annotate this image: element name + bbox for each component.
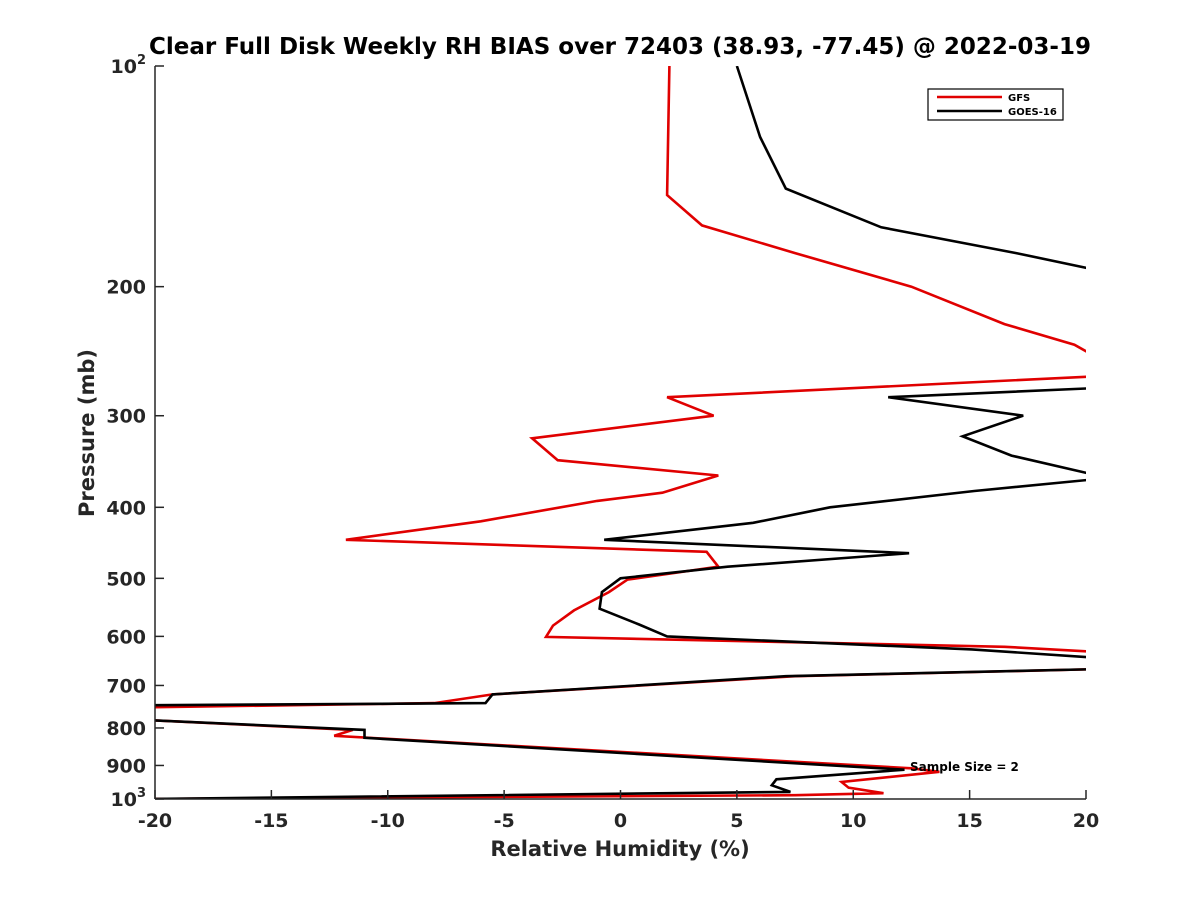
legend-label: GOES-16 — [1008, 107, 1057, 118]
legend-label: GFS — [1008, 93, 1030, 104]
y-tick-label: 700 — [106, 675, 146, 697]
y-tick-label: 600 — [106, 626, 146, 648]
legend: GFS GOES-16 — [927, 88, 1064, 121]
x-tick-label: 5 — [730, 810, 743, 832]
y-tick-label-base: 10 — [111, 789, 137, 811]
y-tick-label: 103 — [111, 786, 147, 811]
x-axis-label: Relative Humidity (%) — [490, 837, 749, 861]
x-tick-label: 20 — [1073, 810, 1099, 832]
y-tick-label-exponent: 3 — [137, 786, 146, 801]
y-axis-label: Pressure (mb) — [75, 349, 99, 517]
y-tick-label: 400 — [106, 497, 146, 519]
y-tick-label: 300 — [106, 406, 146, 428]
y-tick-label-base: 10 — [111, 56, 137, 78]
x-tick-label: -10 — [371, 810, 405, 832]
y-tick-label: 800 — [106, 718, 146, 740]
y-tick-label: 900 — [106, 755, 146, 777]
x-tick-label: 15 — [956, 810, 982, 832]
sample-size-annotation: Sample Size = 2 — [910, 760, 1019, 774]
chart-title: Clear Full Disk Weekly RH BIAS over 7240… — [149, 34, 1091, 60]
y-tick-label: 500 — [106, 568, 146, 590]
x-tick-label: 10 — [840, 810, 866, 832]
y-tick-label: 200 — [106, 277, 146, 299]
legend-box — [927, 88, 1064, 121]
x-tick-label: -15 — [254, 810, 288, 832]
series-line-goes-16 — [155, 66, 1086, 799]
y-tick-label: 102 — [111, 53, 147, 78]
x-tick-label: 0 — [614, 810, 627, 832]
y-tick-label-exponent: 2 — [137, 53, 146, 68]
x-tick-label: -20 — [138, 810, 172, 832]
x-tick-label: -5 — [494, 810, 515, 832]
